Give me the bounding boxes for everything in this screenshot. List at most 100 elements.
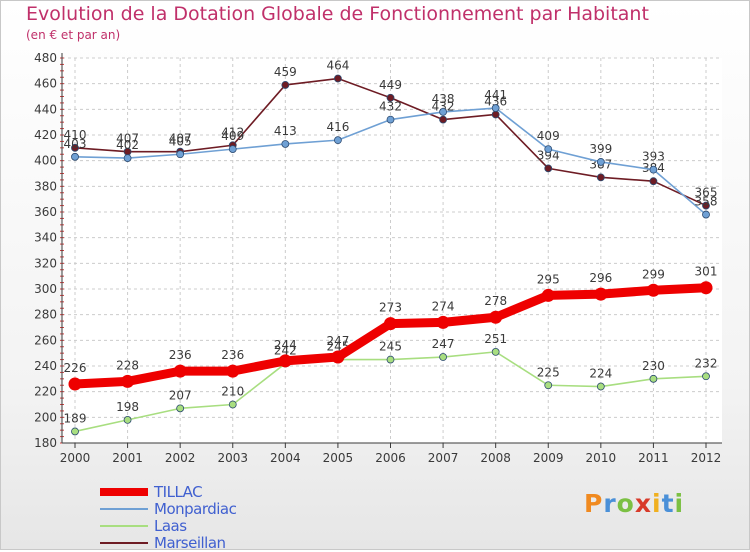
x-tick-label: 2010 — [586, 451, 617, 465]
data-point-tillac — [541, 288, 555, 302]
data-point-tillac — [173, 364, 187, 378]
data-label-marseillan: 449 — [379, 78, 402, 92]
data-label-tillac: 244 — [274, 338, 297, 352]
logo-letter: o — [616, 489, 635, 518]
data-label-marseillan: 365 — [695, 186, 718, 200]
data-label-monpardiac: 405 — [169, 134, 192, 148]
data-point-monpardiac — [71, 152, 79, 161]
data-point-laas — [228, 400, 237, 409]
data-label-tillac: 296 — [589, 271, 612, 285]
data-point-tillac — [489, 310, 503, 324]
y-tick-label: 400 — [34, 154, 57, 168]
data-point-marseillan — [386, 93, 395, 102]
data-label-laas: 242 — [274, 343, 297, 357]
data-point-monpardiac — [544, 145, 553, 154]
legend-item-monpardiac[interactable]: Monpardiac — [100, 500, 400, 518]
data-label-monpardiac: 438 — [432, 92, 455, 106]
data-point-monpardiac — [596, 158, 605, 166]
legend-item-laas[interactable]: Laas — [100, 517, 400, 535]
data-label-tillac: 236 — [169, 348, 192, 362]
data-label-marseillan: 407 — [169, 132, 192, 146]
plot-area — [62, 58, 722, 443]
x-tick-label: 2005 — [323, 451, 354, 465]
data-label-monpardiac: 399 — [589, 142, 612, 156]
data-point-tillac — [121, 374, 135, 388]
logo-letter: x — [634, 489, 652, 518]
data-point-marseillan — [491, 110, 500, 119]
data-point-marseillan — [544, 164, 553, 173]
data-point-tillac — [436, 315, 450, 329]
data-label-monpardiac: 393 — [642, 150, 665, 164]
chart-legend: TILLAC Monpardiac Laas Marseillan — [100, 483, 400, 552]
data-point-monpardiac — [386, 115, 395, 124]
data-label-marseillan: 412 — [221, 125, 244, 139]
data-label-marseillan: 410 — [64, 128, 87, 142]
data-label-marseillan: 436 — [484, 94, 507, 108]
logo-letter: P — [584, 489, 604, 518]
data-point-tillac — [646, 283, 660, 297]
data-point-laas — [123, 415, 132, 424]
data-point-marseillan — [439, 115, 447, 124]
legend-label-laas: Laas — [154, 517, 187, 535]
data-label-marseillan: 464 — [326, 59, 349, 73]
data-label-laas: 251 — [484, 332, 507, 346]
data-label-laas: 224 — [589, 367, 612, 381]
data-label-monpardiac: 432 — [379, 100, 402, 114]
legend-item-tillac[interactable]: TILLAC — [100, 483, 400, 501]
data-label-tillac: 226 — [64, 361, 87, 375]
data-label-laas: 232 — [695, 356, 718, 370]
y-tick-label: 440 — [34, 102, 57, 116]
x-tick-label: 2006 — [375, 451, 406, 465]
legend-item-marseillan[interactable]: Marseillan — [100, 534, 400, 552]
data-label-marseillan: 432 — [432, 100, 455, 114]
x-tick-label: 2004 — [270, 451, 301, 465]
legend-label-tillac: TILLAC — [154, 483, 203, 501]
data-label-tillac: 299 — [642, 267, 665, 281]
logo-letter: r — [603, 489, 617, 518]
y-tick-label: 180 — [34, 436, 57, 450]
data-point-tillac — [594, 287, 608, 301]
y-tick-label: 360 — [34, 205, 57, 219]
data-label-laas: 189 — [64, 411, 87, 425]
data-label-laas: 230 — [642, 359, 665, 373]
y-tick-label: 260 — [34, 333, 57, 347]
data-label-laas: 198 — [116, 400, 139, 414]
data-label-laas: 247 — [432, 337, 455, 351]
chart-title: Evolution de la Dotation Globale de Fonc… — [26, 3, 649, 25]
data-point-tillac — [68, 377, 82, 391]
data-point-laas — [649, 374, 658, 383]
data-point-monpardiac — [334, 136, 342, 145]
data-point-monpardiac — [491, 104, 500, 112]
y-tick-label: 380 — [34, 179, 57, 193]
data-label-tillac: 301 — [695, 265, 718, 279]
x-tick-label: 2011 — [638, 451, 669, 465]
data-label-monpardiac: 416 — [326, 120, 349, 134]
data-label-tillac: 274 — [432, 299, 455, 313]
data-label-laas: 225 — [537, 365, 560, 379]
legend-swatch-marseillan — [100, 542, 148, 544]
data-point-monpardiac — [439, 108, 447, 116]
data-label-laas: 210 — [221, 385, 244, 399]
data-label-tillac: 247 — [326, 334, 349, 348]
data-point-marseillan — [281, 81, 290, 89]
y-tick-label: 320 — [34, 256, 57, 270]
data-label-marseillan: 459 — [274, 65, 297, 79]
data-point-tillac — [384, 317, 397, 331]
data-label-monpardiac: 413 — [274, 124, 297, 138]
x-tick-label: 2003 — [217, 451, 248, 465]
x-tick-label: 2012 — [691, 451, 722, 465]
proxiti-logo[interactable]: Proxiti — [584, 489, 684, 518]
data-label-tillac: 295 — [537, 272, 560, 286]
data-point-monpardiac — [281, 140, 290, 148]
data-point-laas — [702, 372, 710, 381]
data-label-marseillan: 394 — [537, 148, 560, 162]
x-tick-label: 2001 — [112, 451, 143, 465]
data-point-marseillan — [649, 177, 658, 186]
y-tick-label: 340 — [34, 231, 57, 245]
y-tick-label: 460 — [34, 77, 57, 91]
legend-swatch-monpardiac — [100, 508, 148, 510]
data-label-monpardiac: 441 — [484, 88, 507, 102]
data-point-monpardiac — [702, 210, 710, 219]
data-label-laas: 207 — [169, 388, 192, 402]
